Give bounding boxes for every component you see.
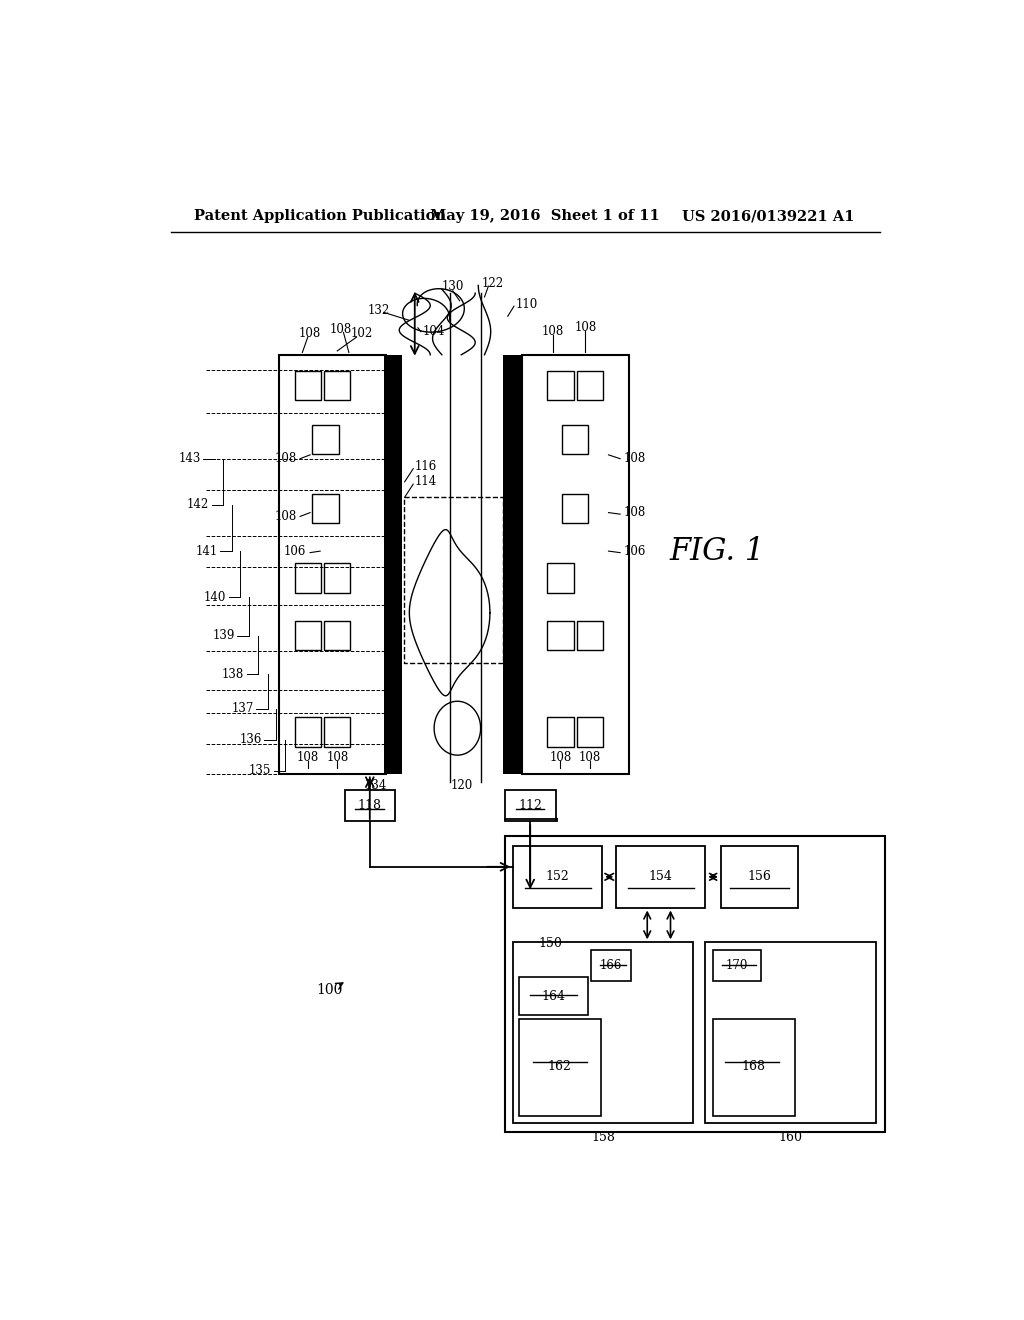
Text: May 19, 2016  Sheet 1 of 11: May 19, 2016 Sheet 1 of 11	[430, 209, 660, 223]
Text: Patent Application Publication: Patent Application Publication	[194, 209, 445, 223]
Text: 150: 150	[539, 937, 562, 950]
Text: 108: 108	[624, 506, 646, 519]
Bar	[706, 942, 876, 1123]
Bar	[295, 718, 321, 747]
Text: 104: 104	[423, 325, 444, 338]
Bar	[713, 950, 761, 981]
Bar	[513, 942, 693, 1123]
Bar	[547, 564, 573, 593]
Text: 141: 141	[196, 545, 218, 557]
Bar	[324, 371, 350, 400]
Text: 108: 108	[274, 510, 297, 523]
Bar	[713, 1019, 795, 1115]
Bar	[312, 494, 339, 524]
Bar	[616, 846, 706, 908]
Bar	[547, 622, 573, 651]
Text: 137: 137	[231, 702, 254, 715]
Text: 140: 140	[204, 591, 226, 603]
Bar	[312, 425, 339, 454]
Bar	[295, 564, 321, 593]
Text: 116: 116	[415, 459, 437, 473]
Text: 110: 110	[515, 298, 538, 312]
Bar	[577, 718, 603, 747]
Text: 108: 108	[297, 751, 318, 764]
Text: 108: 108	[574, 321, 596, 334]
Bar	[591, 950, 631, 981]
Bar	[324, 622, 350, 651]
Text: 106: 106	[284, 545, 306, 557]
Text: 152: 152	[546, 870, 569, 883]
Text: 170: 170	[726, 958, 749, 972]
Text: 135: 135	[249, 764, 271, 777]
Bar	[562, 494, 589, 524]
Text: 108: 108	[579, 751, 601, 764]
Text: 138: 138	[222, 668, 245, 681]
Bar	[547, 371, 573, 400]
Text: 158: 158	[591, 1130, 615, 1143]
Text: 102: 102	[351, 327, 373, 341]
Bar	[506, 789, 556, 821]
Text: FIG. 1: FIG. 1	[670, 536, 765, 566]
Bar	[345, 789, 395, 821]
Text: 108: 108	[549, 751, 571, 764]
Bar	[519, 977, 588, 1015]
Bar	[519, 1019, 601, 1115]
Bar	[506, 836, 885, 1133]
Bar	[295, 622, 321, 651]
Text: 122: 122	[481, 277, 504, 289]
Text: 132: 132	[368, 304, 389, 317]
Text: 108: 108	[299, 327, 322, 341]
Bar	[547, 718, 573, 747]
Text: 162: 162	[548, 1060, 571, 1073]
Bar	[577, 622, 603, 651]
Text: 108: 108	[326, 751, 348, 764]
Text: 118: 118	[357, 799, 382, 812]
Text: 100: 100	[316, 983, 343, 997]
Bar	[521, 355, 629, 775]
Text: 156: 156	[748, 870, 771, 883]
Text: 166: 166	[600, 958, 622, 972]
Text: 112: 112	[518, 799, 542, 812]
Bar	[721, 846, 799, 908]
Text: US 2016/0139221 A1: US 2016/0139221 A1	[682, 209, 855, 223]
Text: 114: 114	[415, 475, 437, 488]
Text: 106: 106	[624, 545, 646, 557]
Bar	[295, 371, 321, 400]
Text: 160: 160	[778, 1130, 803, 1143]
Bar	[403, 498, 503, 663]
Text: 142: 142	[187, 499, 209, 511]
Text: 136: 136	[240, 733, 262, 746]
Text: 168: 168	[741, 1060, 765, 1073]
Text: 108: 108	[542, 325, 564, 338]
Bar	[513, 846, 602, 908]
Text: 130: 130	[441, 280, 464, 293]
Text: 139: 139	[213, 630, 234, 643]
Text: 154: 154	[648, 870, 673, 883]
Bar	[280, 355, 386, 775]
Text: 143: 143	[178, 453, 201, 465]
Text: 108: 108	[330, 323, 352, 335]
Text: 134: 134	[365, 779, 387, 792]
Text: 164: 164	[542, 990, 565, 1003]
Bar	[503, 355, 521, 775]
Bar	[562, 425, 589, 454]
Bar	[324, 564, 350, 593]
Bar	[324, 718, 350, 747]
Text: 108: 108	[624, 453, 646, 465]
Text: 108: 108	[274, 453, 297, 465]
Text: 120: 120	[451, 779, 472, 792]
Bar	[577, 371, 603, 400]
Bar	[384, 355, 402, 775]
